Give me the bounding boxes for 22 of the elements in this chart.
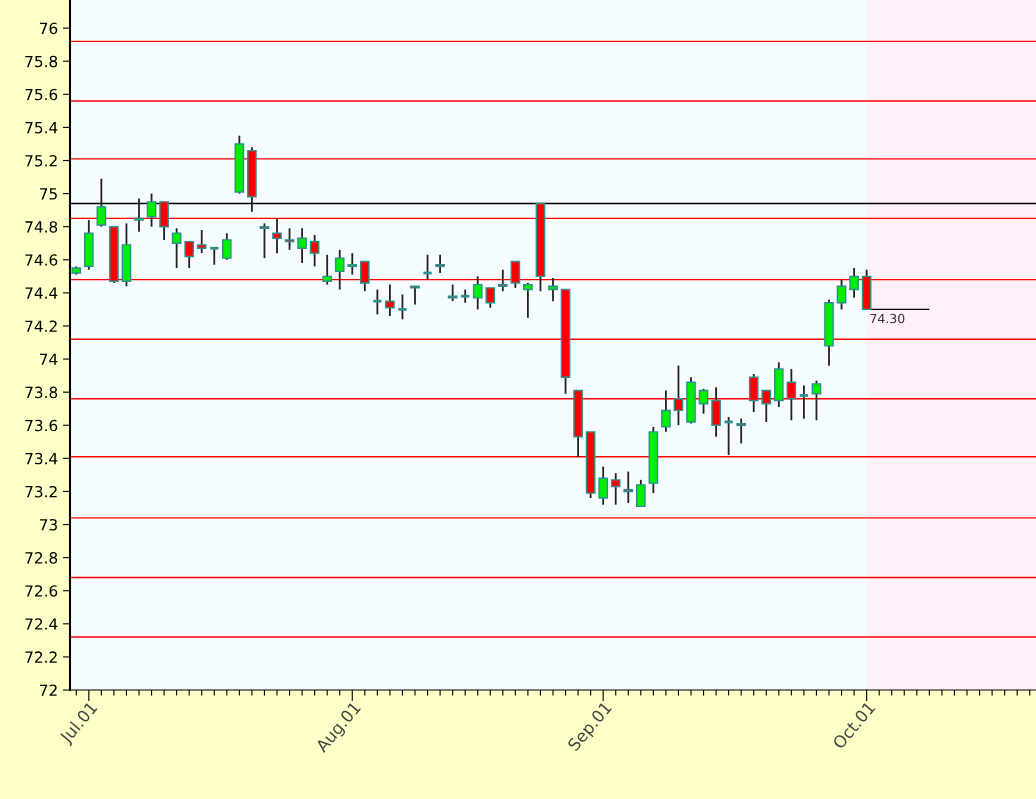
y-tick-label: 73 [40, 519, 57, 531]
y-tick-label: 73.2 [25, 485, 57, 498]
y-tick-label: 72 [40, 684, 57, 696]
y-tick-label: 72.8 [25, 552, 58, 564]
y-tick-label: 76 [40, 22, 58, 35]
y-tick-label: 73.6 [25, 419, 58, 432]
y-tick-label: 74.4 [25, 287, 58, 299]
y-tick-label: 75.4 [25, 122, 58, 134]
annotation: 74.30 [870, 313, 905, 324]
y-tick-label: 74.6 [25, 254, 58, 266]
y-tick-label: 72.4 [25, 618, 58, 630]
y-tick-label: 75 [40, 188, 57, 200]
y-tick-label: 75.2 [25, 154, 57, 167]
y-tick-label: 73.4 [25, 452, 58, 465]
y-tick-label: 75.6 [25, 88, 58, 101]
y-tick-label: 75.8 [25, 55, 58, 68]
y-tick-label: 74.8 [25, 221, 58, 233]
y-tick-label: 72.2 [25, 651, 57, 663]
y-tick-label: 73.8 [25, 386, 58, 399]
y-tick-label: 74 [40, 353, 58, 365]
y-tick-label: 74.2 [25, 320, 57, 332]
y-tick-label: 72.6 [25, 585, 58, 597]
